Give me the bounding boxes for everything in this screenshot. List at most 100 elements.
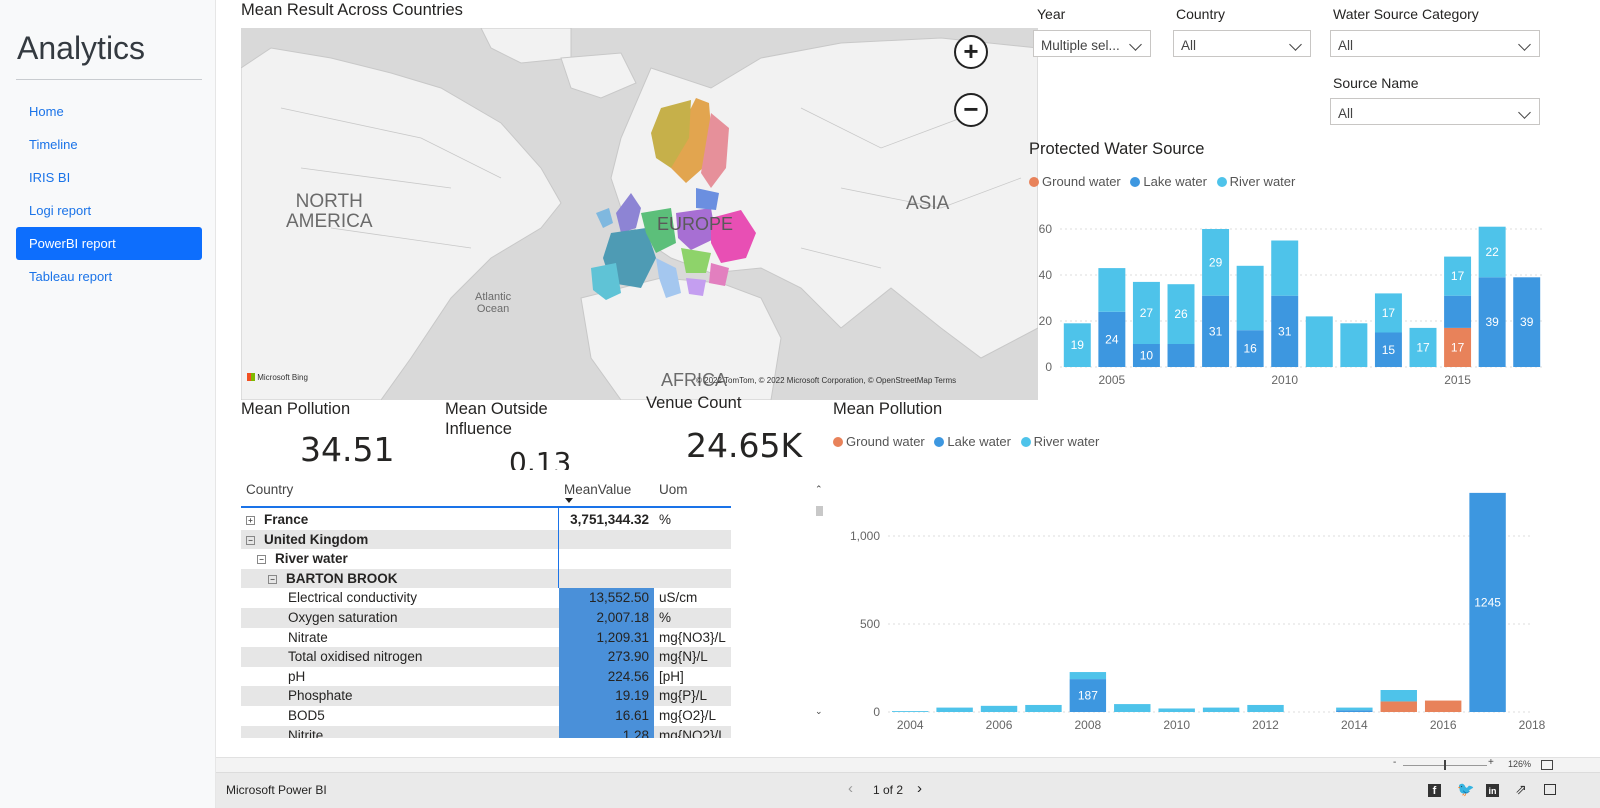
zoom-out-button[interactable]: - — [1393, 757, 1397, 768]
header-country[interactable]: Country — [246, 482, 294, 497]
matrix-scrollbar[interactable]: ⌃ ⌄ — [814, 480, 825, 720]
legend-lake-water[interactable]: Lake water — [1130, 174, 1207, 189]
bar-river-water[interactable] — [1305, 316, 1333, 367]
sidebar-item-powerbi-report[interactable]: PowerBI report — [16, 227, 202, 260]
bar-river-water[interactable] — [1167, 284, 1195, 344]
fullscreen-icon[interactable] — [1544, 784, 1556, 795]
bar-river-water[interactable] — [1247, 704, 1284, 712]
bar-river-water[interactable] — [1271, 240, 1299, 296]
bar-river-water[interactable] — [936, 707, 973, 712]
share-icon[interactable]: ⇗ — [1515, 781, 1527, 797]
bar-river-water[interactable] — [1202, 229, 1230, 296]
legend-ground-water[interactable]: Ground water — [833, 434, 925, 449]
collapse-icon[interactable]: − — [268, 574, 277, 584]
sidebar-item-iris-bi[interactable]: IRIS BI — [29, 170, 71, 185]
bar-river-water[interactable] — [1114, 704, 1151, 712]
bar-river-water[interactable] — [1336, 707, 1373, 711]
bar-lake-water[interactable] — [1336, 710, 1373, 712]
prev-page-icon[interactable]: ‹ — [848, 780, 853, 797]
map-zoom-out-button[interactable]: − — [954, 93, 988, 127]
bar-river-water[interactable] — [891, 711, 929, 712]
chart1-protected-water-source[interactable]: 0 20 40 60 19 24 10 27 26 31 29 16 31 15 17 17 17 17 39 22 3… — [1024, 208, 1594, 398]
bar-ground-water[interactable] — [1380, 701, 1417, 712]
bar-lake-water[interactable] — [1236, 330, 1264, 367]
header-meanvalue[interactable]: MeanValue — [564, 482, 632, 497]
bar-river-water[interactable] — [1132, 281, 1160, 344]
fit-to-page-icon[interactable] — [1541, 760, 1553, 770]
map-visual[interactable]: + − NORTH AMERICA ASIA EUROPE AFRICA Atl… — [241, 28, 1038, 400]
bar-ground-water[interactable] — [1424, 700, 1462, 712]
bar-lake-water[interactable] — [1513, 277, 1541, 367]
powerbi-brand[interactable]: Microsoft Power BI — [226, 783, 327, 797]
bar-lake-water[interactable] — [1132, 344, 1160, 367]
bar-lake-water[interactable] — [1271, 295, 1299, 367]
bar-river-water[interactable] — [1374, 293, 1402, 333]
legend-river-water[interactable]: River water — [1020, 434, 1099, 449]
collapse-icon[interactable]: − — [257, 555, 266, 565]
slicer-year-dropdown[interactable]: Multiple sel... — [1033, 30, 1151, 57]
zoom-slider-handle[interactable] — [1444, 760, 1446, 770]
chevron-down-icon — [1518, 38, 1531, 51]
table-row[interactable]: + France 3,751,344.32% — [241, 510, 731, 530]
table-row[interactable]: − River water — [241, 549, 731, 569]
slicer-source-dropdown[interactable]: All — [1330, 98, 1540, 125]
table-row[interactable]: Nitrate 1,209.31 mg{NO3}/L — [241, 627, 731, 648]
bar-lake-water[interactable] — [1098, 311, 1126, 367]
scroll-up-icon[interactable]: ⌃ — [815, 484, 823, 494]
bar-river-water[interactable] — [1158, 708, 1195, 712]
table-row[interactable]: BOD5 16.61 mg{O2}/L — [241, 706, 731, 726]
header-uom[interactable]: Uom — [659, 482, 688, 497]
bar-lake-water[interactable] — [1202, 295, 1230, 367]
bar-river-water[interactable] — [1202, 707, 1240, 712]
scroll-thumb[interactable] — [816, 506, 823, 516]
sidebar-item-tableau-report[interactable]: Tableau report — [29, 269, 113, 284]
legend-ground-water[interactable]: Ground water — [1029, 174, 1121, 189]
bar-lake-water[interactable] — [1469, 492, 1506, 712]
table-row[interactable]: Phosphate 19.19 mg{P}/L — [241, 686, 731, 706]
bar-river-water[interactable] — [1478, 226, 1506, 278]
bar-river-water[interactable] — [1444, 256, 1472, 296]
expand-icon[interactable]: + — [246, 516, 255, 525]
chart2-mean-pollution[interactable]: 0 500 1,000 187 1245 2004 2006 2008 2010 2012 2014… — [828, 480, 1548, 750]
table-row[interactable]: Total oxidised nitrogen 273.90 mg{N}/L — [241, 647, 731, 667]
bar-river-water[interactable] — [1098, 268, 1126, 312]
twitter-icon[interactable]: 🐦 — [1457, 781, 1475, 797]
collapse-icon[interactable]: − — [246, 535, 255, 545]
sidebar-item-logi-report[interactable]: Logi report — [29, 203, 92, 218]
bar-river-water[interactable] — [1340, 323, 1368, 367]
bar-ground-water[interactable] — [1444, 327, 1472, 367]
zoom-in-button[interactable]: + — [1488, 757, 1494, 768]
next-page-icon[interactable]: › — [917, 780, 922, 797]
sidebar-item-timeline[interactable]: Timeline — [29, 137, 78, 152]
table-row[interactable]: Electrical conductivity 13,552.50 uS/cm — [241, 588, 731, 608]
bar-lake-water[interactable] — [1069, 679, 1107, 712]
table-row[interactable]: Nitrite 1.28 mg{NO2}/L — [241, 725, 731, 738]
bar-lake-water[interactable] — [1478, 277, 1506, 367]
bar-lake-water[interactable] — [1374, 332, 1402, 368]
table-row[interactable]: pH 224.56 [pH] — [241, 666, 731, 687]
slicer-country-dropdown[interactable]: All — [1173, 30, 1311, 57]
sidebar-item-home[interactable]: Home — [29, 104, 64, 119]
bar-river-water[interactable] — [1069, 672, 1107, 680]
bar-river-water[interactable] — [1025, 704, 1062, 712]
map-credit[interactable]: © 2022 TomTom, © 2022 Microsoft Corporat… — [696, 376, 957, 385]
matrix-table[interactable]: Country MeanValue Uom + France 3,751,344.3… — [241, 480, 821, 738]
legend-lake-water[interactable]: Lake water — [934, 434, 1011, 449]
legend-river-water[interactable]: River water — [1216, 174, 1295, 189]
table-row[interactable]: − United Kingdom — [241, 529, 731, 550]
bar-lake-water[interactable] — [1167, 344, 1195, 367]
linkedin-icon[interactable]: in — [1486, 784, 1499, 797]
map-zoom-in-button[interactable]: + — [954, 35, 988, 69]
bar-river-water[interactable] — [1409, 327, 1437, 367]
bar-river-water[interactable] — [1380, 690, 1417, 702]
facebook-icon[interactable]: f — [1428, 784, 1441, 797]
bar-lake-water[interactable] — [1444, 295, 1472, 328]
slicer-category-dropdown[interactable]: All — [1330, 30, 1540, 57]
x-tick-label: 2008 — [1075, 718, 1102, 732]
bar-river-water[interactable] — [1063, 323, 1091, 367]
scroll-down-icon[interactable]: ⌄ — [815, 706, 823, 716]
bar-river-water[interactable] — [1236, 265, 1264, 331]
bar-river-water[interactable] — [980, 705, 1018, 712]
table-row[interactable]: Oxygen saturation 2,007.18% — [241, 608, 731, 628]
table-row[interactable]: − BARTON BROOK — [241, 568, 731, 589]
